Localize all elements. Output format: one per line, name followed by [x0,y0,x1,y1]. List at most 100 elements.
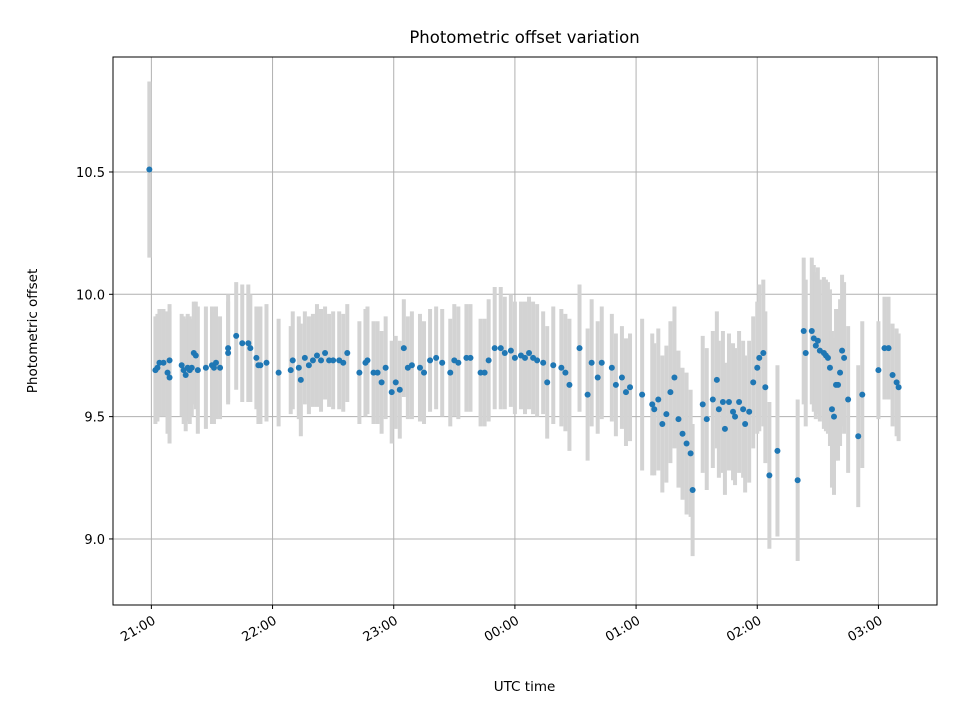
data-point [655,396,662,403]
data-point [491,345,498,352]
data-point [725,398,732,405]
data-point [382,364,389,371]
data-point [794,477,801,484]
data-point [895,384,902,391]
data-point [374,369,381,376]
data-point [202,364,209,371]
data-point [855,433,862,440]
data-point [467,354,474,361]
data-point [889,372,896,379]
y-tick-label: 10.5 [76,166,105,181]
data-point [730,408,737,415]
data-point [598,359,605,366]
y-tick-label: 9.0 [84,533,105,548]
data-point [588,359,595,366]
data-point [522,354,528,361]
data-point [558,364,565,371]
data-point [239,340,246,347]
data-point [709,396,716,403]
data-point [501,350,508,357]
data-point [388,389,395,396]
data-point [400,345,407,352]
data-point [845,396,852,403]
data-point [732,413,739,420]
data-point [257,362,264,369]
data-point [364,357,371,364]
data-point [344,350,351,357]
data-point [164,369,171,376]
data-point [340,359,347,366]
data-point [447,369,454,376]
data-point [550,362,557,369]
data-point [719,398,726,405]
data-point [313,352,320,359]
data-point [612,381,619,388]
data-point [667,389,674,396]
y-axis-label: Photometric offset [25,269,41,393]
x-axis-label: UTC time [494,679,556,695]
data-point [210,364,217,371]
data-point [774,447,781,454]
data-point [192,352,199,359]
data-point [713,376,720,383]
data-point [534,357,541,364]
data-point [146,166,153,173]
data-point [160,359,167,366]
data-point [584,391,591,398]
data-point [247,345,254,352]
data-point [330,357,337,364]
data-point [225,350,232,357]
data-point [217,364,224,371]
plot-frame [112,56,938,606]
data-point [699,401,706,408]
data-point [762,384,769,391]
data-point [416,364,423,371]
data-point [427,357,434,364]
data-point [800,328,807,334]
data-point [746,408,753,415]
data-point [322,350,329,357]
data-point [875,367,882,374]
data-point [318,357,325,364]
data-point [760,350,767,357]
data-point [675,416,682,423]
data-point [659,420,666,427]
data-point [194,367,201,374]
y-tick-label: 9.5 [84,411,105,426]
data-point [663,411,670,418]
data-point [289,357,296,364]
data-point [433,354,440,361]
data-point [562,369,569,376]
data-point [421,369,428,376]
data-point [754,364,761,371]
data-point [301,354,308,361]
data-point [309,357,316,364]
data-point [835,381,842,388]
data-point [740,406,747,413]
data-point [649,401,656,408]
data-point [839,347,846,354]
data-point [188,364,195,371]
data-point [566,381,573,388]
chart-title: Photometric offset variation [409,28,639,47]
data-point [182,372,189,379]
data-point [687,450,694,457]
data-point [356,369,363,376]
data-point [837,369,844,376]
data-point [639,391,646,398]
data-point [263,359,270,366]
data-point [245,340,252,347]
data-point [497,345,504,352]
data-point [297,376,304,383]
data-point [154,364,161,371]
data-point [233,332,240,339]
data-point [275,369,282,376]
data-point [859,391,866,398]
data-point [253,354,260,361]
data-point [689,487,696,494]
data-point [481,369,488,376]
data-point [295,364,302,371]
data-point [178,362,185,369]
data-point [828,406,835,413]
data-point [736,398,743,405]
